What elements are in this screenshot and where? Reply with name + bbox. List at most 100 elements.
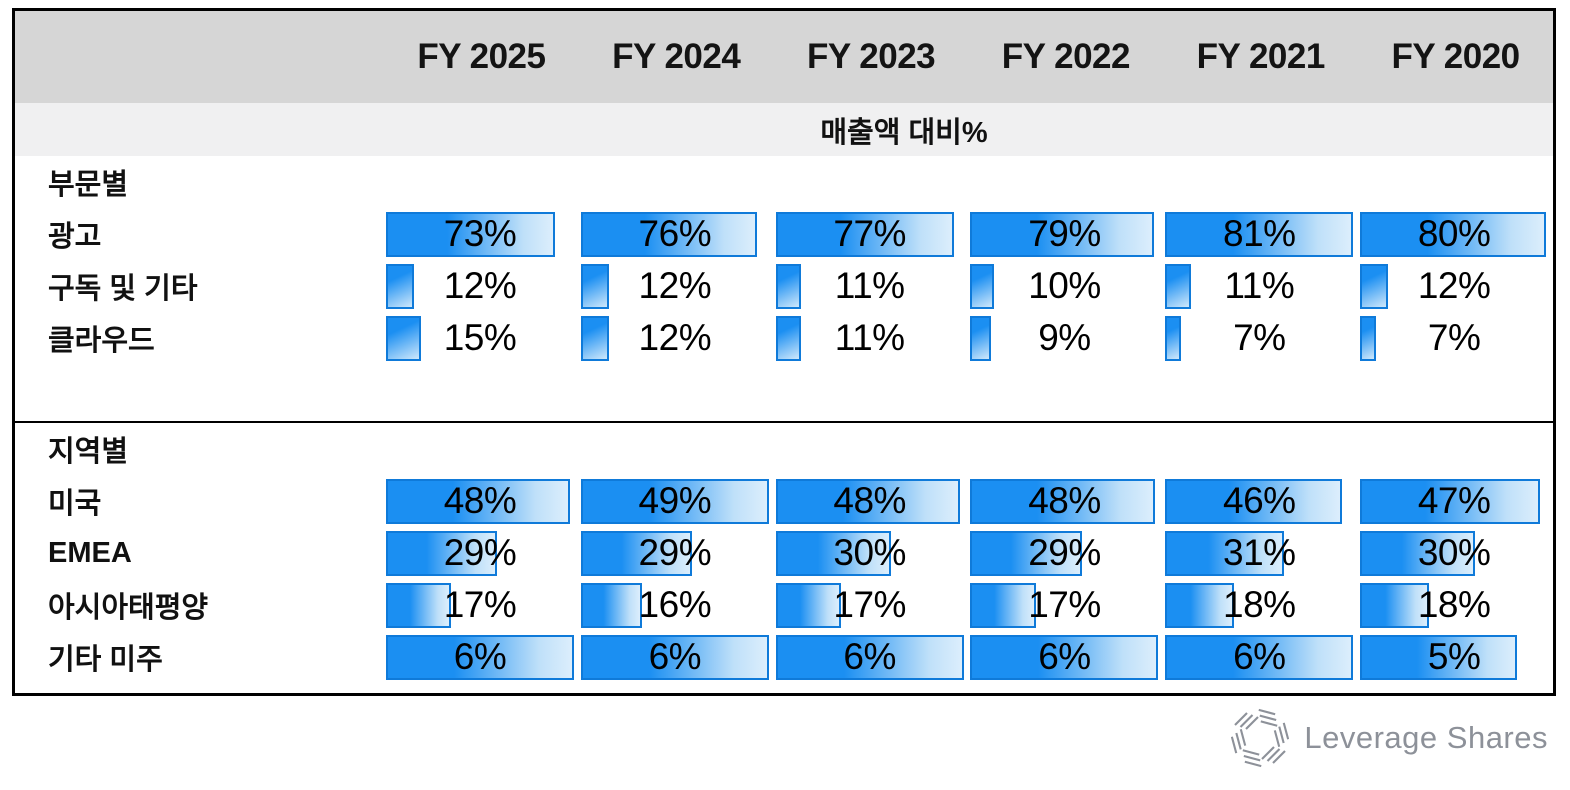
data-bar bbox=[1360, 530, 1476, 576]
year-header: FY 2024 bbox=[612, 37, 741, 76]
bar-value-label: 79% bbox=[1028, 213, 1101, 254]
data-bar bbox=[580, 582, 643, 628]
bar-value-label: 17% bbox=[443, 584, 517, 625]
bar-wrap: 12% bbox=[580, 263, 769, 309]
bar-value-label: 47% bbox=[1417, 480, 1491, 521]
value-cell: 76% bbox=[579, 208, 774, 260]
data-bar bbox=[1360, 263, 1388, 309]
year-header: FY 2021 bbox=[1196, 37, 1326, 76]
bar-value-label: 48% bbox=[833, 480, 906, 521]
bar-value-label: 49% bbox=[638, 480, 712, 521]
bar-value-label: 12% bbox=[638, 265, 712, 306]
header-label-spacer bbox=[15, 11, 384, 103]
table-frame: FY 2025 FY 2024 FY 2023 FY 2022 FY 2021 FY 20… bbox=[12, 8, 1556, 696]
bar-wrap: 16% bbox=[580, 582, 769, 628]
value-cell: 15% bbox=[384, 312, 579, 364]
subtitle-revenue-pct: 매출액 대비% bbox=[820, 116, 988, 149]
table-row: 구독 및 기타 12% 12% 11% 10% 11% 12% bbox=[15, 260, 1553, 312]
section-divider bbox=[15, 421, 1553, 423]
data-bar bbox=[1165, 530, 1285, 576]
bar-wrap: 80% bbox=[1360, 211, 1548, 257]
data-bar bbox=[970, 634, 1159, 680]
bar-wrap: 11% bbox=[775, 263, 964, 309]
bar-wrap: 5% bbox=[1360, 634, 1548, 680]
bar-value-label: 30% bbox=[1417, 532, 1491, 573]
data-bar bbox=[1165, 315, 1182, 361]
value-cell: 47% bbox=[1358, 475, 1553, 527]
year-header: FY 2023 bbox=[806, 37, 936, 76]
leverage-shares-logo-icon bbox=[1231, 708, 1290, 768]
data-bar bbox=[970, 478, 1155, 524]
data-bar bbox=[386, 478, 571, 524]
bar-wrap: 48% bbox=[775, 478, 964, 524]
bar-wrap: 12% bbox=[386, 263, 574, 309]
bar-wrap: 6% bbox=[580, 634, 769, 680]
value-cell: 12% bbox=[384, 260, 579, 312]
bar-wrap: 18% bbox=[1165, 582, 1353, 628]
bar-wrap: 6% bbox=[775, 634, 964, 680]
bar-value-label: 6% bbox=[648, 636, 702, 677]
value-cell: 9% bbox=[968, 312, 1163, 364]
value-cell: 6% bbox=[579, 631, 774, 683]
bar-wrap: 7% bbox=[1165, 315, 1353, 361]
row-label: 클라우드 bbox=[48, 325, 155, 357]
data-bar bbox=[580, 530, 693, 576]
data-bar bbox=[386, 530, 498, 576]
logo-text: Leverage Shares bbox=[1304, 720, 1548, 755]
value-cell: 6% bbox=[384, 631, 579, 683]
row-label: 아시아태평양 bbox=[48, 592, 209, 624]
table-row: 미국 48% 49% 48% 48% 46% 47% bbox=[15, 475, 1553, 527]
bar-wrap: 79% bbox=[970, 211, 1158, 257]
value-cell: 17% bbox=[384, 579, 579, 631]
bar-value-label: 6% bbox=[843, 636, 896, 677]
bar-wrap: 10% bbox=[970, 263, 1158, 309]
data-bar bbox=[775, 478, 960, 524]
value-cell: 79% bbox=[968, 208, 1163, 260]
data-bar bbox=[775, 582, 841, 628]
bar-value-label: 29% bbox=[638, 532, 712, 573]
bar-value-label: 46% bbox=[1223, 480, 1296, 521]
row-label: 기타 미주 bbox=[48, 644, 163, 676]
bar-value-label: 29% bbox=[1028, 532, 1101, 573]
table-body: 부문별 광고 73% 76% 77% 79% 81% 80% 구독 및 기타 12% 12% 11% 1… bbox=[15, 156, 1553, 683]
data-bar bbox=[1360, 634, 1517, 680]
bar-wrap: 48% bbox=[386, 478, 574, 524]
data-bar bbox=[1165, 211, 1354, 257]
data-bar bbox=[970, 530, 1082, 576]
bar-wrap: 12% bbox=[1360, 263, 1548, 309]
year-header: FY 2020 bbox=[1391, 37, 1520, 76]
bar-wrap: 30% bbox=[775, 530, 964, 576]
bar-wrap: 11% bbox=[775, 315, 964, 361]
data-bar bbox=[775, 530, 891, 576]
data-bar bbox=[1165, 478, 1342, 524]
bar-value-label: 11% bbox=[1224, 265, 1295, 306]
data-bar bbox=[1165, 582, 1235, 628]
value-cell: 11% bbox=[774, 312, 969, 364]
bar-value-label: 7% bbox=[1233, 317, 1286, 358]
table-row: 기타 미주 6% 6% 6% 6% 6% 5% bbox=[15, 631, 1553, 683]
value-cell: 29% bbox=[968, 527, 1163, 579]
bar-wrap: 29% bbox=[580, 530, 769, 576]
bar-wrap: 7% bbox=[1360, 315, 1548, 361]
value-cell: 46% bbox=[1163, 475, 1358, 527]
data-bar bbox=[1360, 315, 1377, 361]
value-cell: 10% bbox=[968, 260, 1163, 312]
value-cell: 29% bbox=[384, 527, 579, 579]
bar-wrap: 15% bbox=[386, 315, 574, 361]
bar-value-label: 48% bbox=[443, 480, 517, 521]
bar-wrap: 46% bbox=[1165, 478, 1353, 524]
value-cell: 49% bbox=[579, 475, 774, 527]
bar-wrap: 18% bbox=[1360, 582, 1548, 628]
value-cell: 6% bbox=[1163, 631, 1358, 683]
value-cell: 18% bbox=[1163, 579, 1358, 631]
bar-wrap: 31% bbox=[1165, 530, 1353, 576]
bar-value-label: 6% bbox=[453, 636, 507, 677]
value-cell: 48% bbox=[384, 475, 579, 527]
table-row: 아시아태평양 17% 16% 17% 17% 18% 18% bbox=[15, 579, 1553, 631]
bar-value-label: 9% bbox=[1038, 317, 1091, 358]
bar-value-label: 16% bbox=[638, 584, 712, 625]
data-bar bbox=[386, 211, 556, 257]
section-title: 지역별 bbox=[48, 436, 129, 468]
bar-value-label: 76% bbox=[638, 213, 712, 254]
data-bar bbox=[1360, 478, 1541, 524]
